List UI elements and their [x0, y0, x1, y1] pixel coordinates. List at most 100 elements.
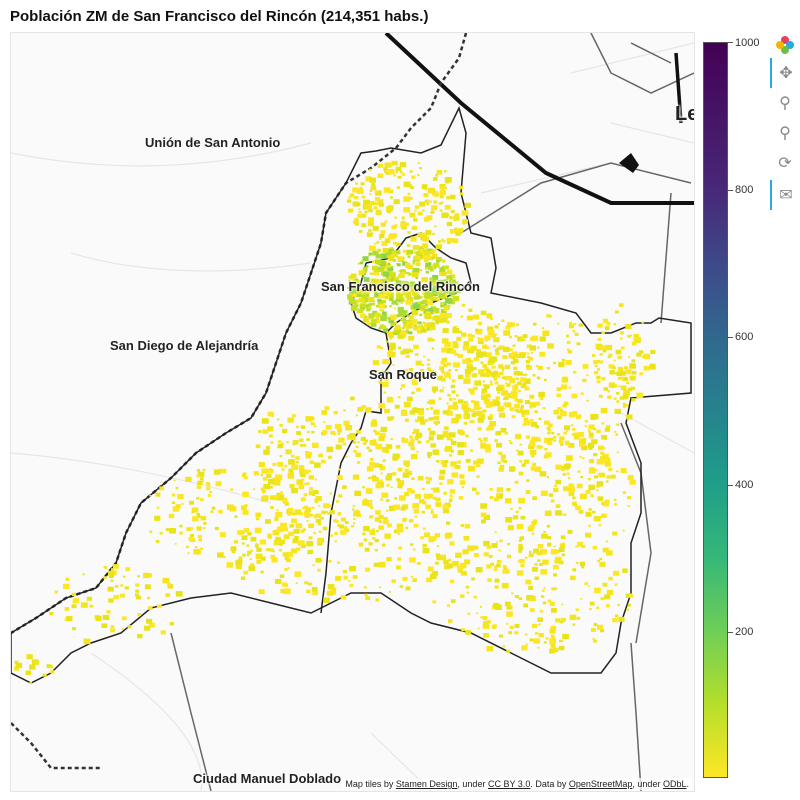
density-cell: [424, 195, 427, 198]
density-cell: [348, 280, 351, 283]
density-cell: [551, 587, 555, 591]
density-cell: [358, 270, 366, 276]
osm-link[interactable]: OpenStreetMap: [568, 779, 633, 789]
density-cell: [391, 160, 398, 166]
density-cell: [539, 351, 546, 357]
stamen-link[interactable]: Stamen Design: [395, 779, 458, 789]
density-cell: [356, 188, 364, 194]
density-cell: [330, 534, 334, 537]
density-cell: [504, 396, 509, 400]
density-cell: [255, 553, 263, 560]
density-cell: [476, 612, 479, 615]
density-cell: [478, 437, 482, 441]
density-cell: [424, 297, 428, 300]
density-cell: [385, 331, 388, 333]
density-cell: [547, 440, 553, 445]
density-cell: [409, 349, 414, 353]
density-cell: [426, 363, 431, 366]
density-cell: [383, 328, 389, 333]
density-cell: [412, 431, 415, 434]
density-cell: [534, 401, 540, 406]
density-cell: [412, 245, 420, 251]
density-cell: [403, 324, 407, 328]
density-cell: [430, 249, 435, 254]
density-cell: [296, 479, 304, 485]
wheel-zoom-icon[interactable]: ⚲: [779, 125, 791, 142]
density-cell: [358, 297, 365, 303]
density-cell: [334, 423, 342, 430]
density-cell: [442, 328, 449, 333]
ccby-link[interactable]: CC BY 3.0: [487, 779, 531, 789]
density-cell: [529, 442, 536, 447]
density-cell: [591, 439, 598, 445]
bokeh-logo-icon[interactable]: [770, 30, 800, 60]
density-cell: [388, 256, 395, 261]
density-cell: [493, 372, 501, 378]
density-cell: [112, 564, 119, 569]
density-cell: [369, 457, 374, 461]
density-cell: [426, 440, 430, 443]
density-cell: [529, 550, 532, 553]
density-cell: [569, 322, 573, 325]
hover-icon[interactable]: ✉: [770, 180, 800, 210]
density-cell: [585, 532, 592, 538]
density-cell: [588, 446, 593, 450]
box-zoom-icon[interactable]: ⚲: [779, 95, 791, 112]
density-cell: [430, 279, 434, 283]
density-cell: [558, 361, 565, 368]
density-cell: [540, 549, 547, 555]
pan-icon[interactable]: ✥: [770, 58, 800, 88]
density-cell: [356, 430, 361, 434]
density-cell: [286, 441, 289, 444]
density-cell: [395, 280, 402, 285]
map-canvas[interactable]: Unión de San Antonio San Diego de Alejan…: [10, 32, 695, 792]
density-cell: [404, 492, 410, 497]
density-cell: [604, 427, 610, 432]
density-cell: [369, 272, 372, 275]
density-cell: [397, 557, 402, 561]
density-cell: [627, 387, 633, 392]
reset-icon[interactable]: ⟳: [778, 155, 792, 172]
density-cell: [499, 464, 505, 469]
density-cell: [563, 401, 569, 406]
density-cell: [434, 296, 441, 301]
map-title: Población ZM de San Francisco del Rincón…: [10, 8, 429, 25]
density-cell: [380, 472, 383, 475]
density-cell: [433, 487, 440, 493]
density-cell: [281, 468, 285, 471]
density-cell: [619, 303, 624, 307]
density-cell: [278, 526, 285, 532]
density-cell: [526, 365, 533, 370]
density-cell: [442, 410, 445, 413]
density-cell: [279, 491, 283, 494]
density-cell: [441, 357, 448, 363]
density-cell: [387, 331, 394, 337]
density-cell: [601, 513, 607, 518]
density-cell: [259, 539, 266, 545]
density-cell: [425, 476, 429, 480]
density-cell: [401, 438, 406, 443]
density-cell: [594, 587, 601, 594]
density-cell: [483, 633, 489, 638]
density-cell: [181, 503, 184, 505]
density-cell: [550, 634, 555, 638]
density-cell: [613, 397, 617, 400]
density-cell: [500, 454, 506, 459]
density-cell: [494, 402, 500, 406]
density-cell: [597, 323, 603, 328]
density-cell: [601, 435, 607, 440]
density-cell: [329, 510, 335, 515]
density-cell: [382, 359, 389, 365]
density-cell: [247, 532, 252, 536]
density-cell: [348, 284, 356, 290]
density-cell: [383, 167, 388, 171]
density-cell: [262, 490, 266, 494]
density-cell: [243, 528, 250, 533]
density-cell: [189, 537, 195, 542]
density-cell: [467, 612, 471, 615]
odbl-link[interactable]: ODbL: [662, 779, 687, 789]
density-cell: [447, 405, 453, 410]
density-cell: [381, 492, 389, 498]
density-cell: [299, 438, 304, 442]
density-cell: [539, 471, 547, 477]
